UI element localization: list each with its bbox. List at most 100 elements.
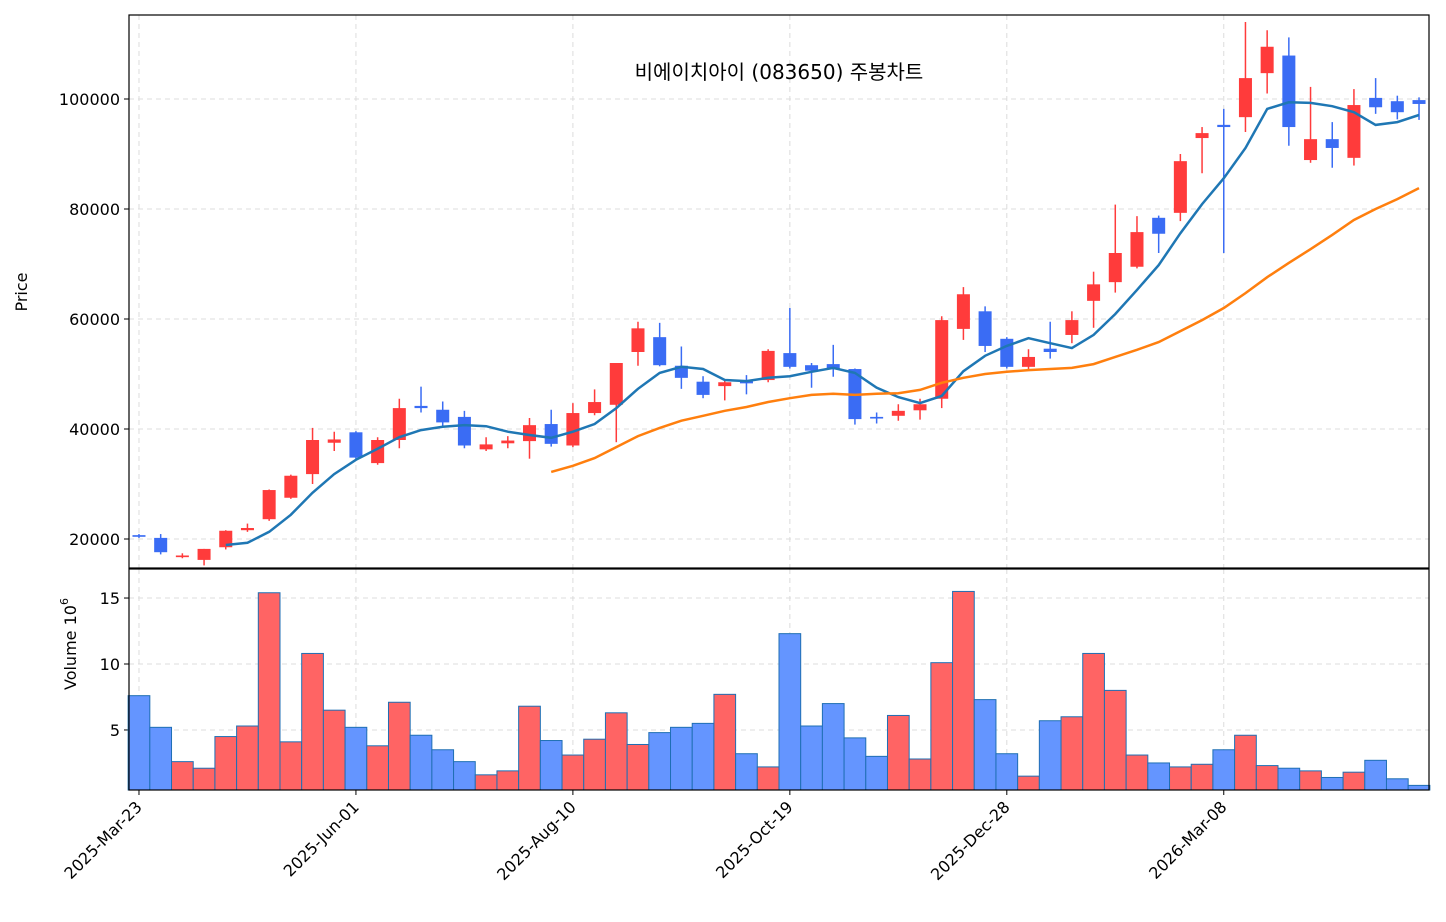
volume-bar <box>409 734 433 791</box>
volume-bar <box>431 749 455 791</box>
volume-bar <box>1190 763 1214 791</box>
volume-bar <box>453 761 476 791</box>
moving-average-line <box>550 186 1420 474</box>
candle-body <box>501 440 515 444</box>
volume-bar <box>366 745 389 791</box>
candle-body <box>1412 100 1426 104</box>
volume-bar <box>257 592 281 791</box>
volume-bar <box>604 712 628 791</box>
volume-bar <box>1082 652 1105 791</box>
candle-body <box>327 439 341 443</box>
candle-body <box>1065 320 1079 335</box>
candle-body <box>1260 46 1274 74</box>
candle-body <box>175 555 189 558</box>
volume-bar <box>756 766 780 791</box>
candle-body <box>609 362 623 405</box>
candle-body <box>978 311 992 346</box>
candle-body <box>826 364 840 370</box>
volume-bar <box>713 693 737 791</box>
candle-body <box>805 365 819 371</box>
volume-bar <box>670 726 693 791</box>
volume-bar <box>539 740 563 791</box>
candle-body <box>262 490 276 520</box>
candle-body <box>544 424 558 444</box>
y-axis-label-text: Volume <box>61 630 80 690</box>
volume-bar <box>1364 759 1387 791</box>
candle-body <box>436 409 450 423</box>
candle-body <box>1217 124 1231 128</box>
candle-body <box>219 530 233 548</box>
x-tick-label: 2025-Dec-28 <box>927 797 1014 884</box>
candle-body <box>392 408 406 440</box>
y-tick-label: 40000 <box>69 420 120 439</box>
volume-bar <box>1255 765 1279 791</box>
volume-bar <box>735 753 758 791</box>
volume-bar <box>1234 734 1257 791</box>
x-tick-label: 2025-Mar-23 <box>60 797 145 882</box>
candle-body <box>1369 97 1383 108</box>
y-tick-label: 80000 <box>69 200 120 219</box>
volume-bar <box>821 703 845 791</box>
volume-bar <box>344 726 368 791</box>
plot-frame <box>128 568 1430 791</box>
volume-bar <box>886 714 910 791</box>
volume-bar <box>648 732 672 791</box>
volume-bar <box>236 725 259 791</box>
candle-body <box>414 405 428 409</box>
candle-body <box>1130 232 1144 267</box>
candle-body <box>457 416 471 446</box>
volume-bar <box>561 754 585 791</box>
volume-bar <box>1320 776 1344 791</box>
moving-average-line <box>225 101 1420 547</box>
candle-body <box>935 320 949 399</box>
volume-bar <box>214 736 238 791</box>
candle-body <box>132 535 146 537</box>
candle-body <box>1390 101 1404 113</box>
candle-body <box>1173 161 1187 213</box>
volume-bar <box>800 725 823 791</box>
candle-body <box>761 350 775 381</box>
candle-body <box>1043 348 1057 352</box>
y-tick-label: 60000 <box>69 310 120 329</box>
x-tick-label: 2025-Aug-10 <box>493 797 580 884</box>
volume-bar <box>279 741 303 791</box>
y-axis-scale: 10 <box>61 605 80 625</box>
candle-body <box>956 294 970 329</box>
volume-bar <box>171 761 194 791</box>
volume-bar <box>1147 762 1171 791</box>
candle-body <box>1108 253 1122 283</box>
candle-body <box>718 382 732 387</box>
candle-body <box>891 410 905 416</box>
volume-bar <box>1038 720 1062 791</box>
volume-bar <box>778 633 802 791</box>
candle-body <box>1282 55 1296 128</box>
volume-bar <box>1342 771 1366 791</box>
candle-body <box>154 537 168 553</box>
volume-bar <box>1169 766 1192 791</box>
candle-body <box>1195 133 1209 139</box>
volume-bar <box>865 755 888 791</box>
x-tick-label: 2025-Jun-01 <box>280 797 363 880</box>
candle-body <box>1304 139 1318 161</box>
candle-body <box>306 439 320 475</box>
candle-body <box>1152 217 1166 234</box>
volume-bar <box>583 738 606 791</box>
volume-bar <box>1125 754 1149 791</box>
y-axis-exponent: 6 <box>58 598 71 605</box>
volume-bar <box>973 699 997 791</box>
candle-body <box>588 402 602 414</box>
candle-body <box>566 413 580 446</box>
candle-body <box>913 404 927 411</box>
y-tick-label: 5 <box>110 721 120 740</box>
volume-bar <box>1385 778 1409 791</box>
volume-bar <box>1060 716 1084 791</box>
y-tick-label: 15 <box>100 589 120 608</box>
volume-bar <box>843 737 867 791</box>
volume-bar <box>1017 775 1040 791</box>
volume-bar <box>995 753 1019 791</box>
y-axis-label: Volume 106 <box>58 598 80 690</box>
volume-bar <box>952 590 975 791</box>
y-tick-label: 20000 <box>69 530 120 549</box>
volume-bar <box>192 767 216 791</box>
